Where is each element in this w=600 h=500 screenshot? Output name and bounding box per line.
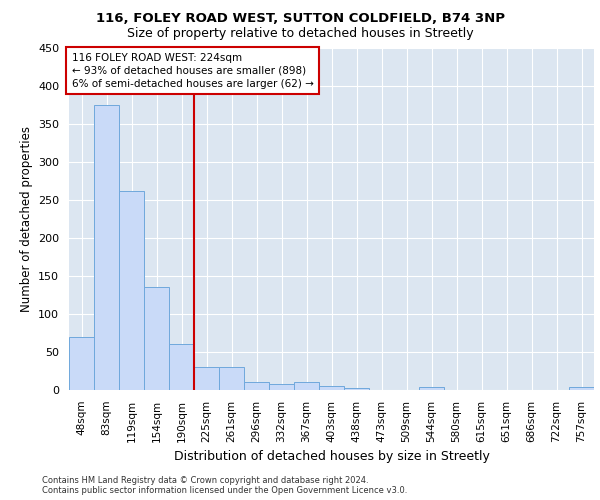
Text: Contains HM Land Registry data © Crown copyright and database right 2024.: Contains HM Land Registry data © Crown c…	[42, 476, 368, 485]
Bar	[419, 387, 444, 390]
Bar	[194, 367, 219, 390]
Bar	[94, 104, 119, 390]
Bar	[294, 382, 319, 390]
Text: Contains public sector information licensed under the Open Government Licence v3: Contains public sector information licen…	[42, 486, 407, 495]
Bar	[169, 344, 194, 390]
Bar	[144, 287, 169, 390]
Text: Size of property relative to detached houses in Streetly: Size of property relative to detached ho…	[127, 28, 473, 40]
Bar	[569, 387, 594, 390]
Bar	[119, 190, 144, 390]
Bar	[344, 388, 369, 390]
Text: 116, FOLEY ROAD WEST, SUTTON COLDFIELD, B74 3NP: 116, FOLEY ROAD WEST, SUTTON COLDFIELD, …	[95, 12, 505, 26]
Text: 116 FOLEY ROAD WEST: 224sqm
← 93% of detached houses are smaller (898)
6% of sem: 116 FOLEY ROAD WEST: 224sqm ← 93% of det…	[71, 52, 314, 89]
Bar	[319, 386, 344, 390]
Bar	[219, 367, 244, 390]
Bar	[244, 382, 269, 390]
Bar	[69, 336, 94, 390]
Y-axis label: Number of detached properties: Number of detached properties	[20, 126, 32, 312]
X-axis label: Distribution of detached houses by size in Streetly: Distribution of detached houses by size …	[173, 450, 490, 463]
Bar	[269, 384, 294, 390]
